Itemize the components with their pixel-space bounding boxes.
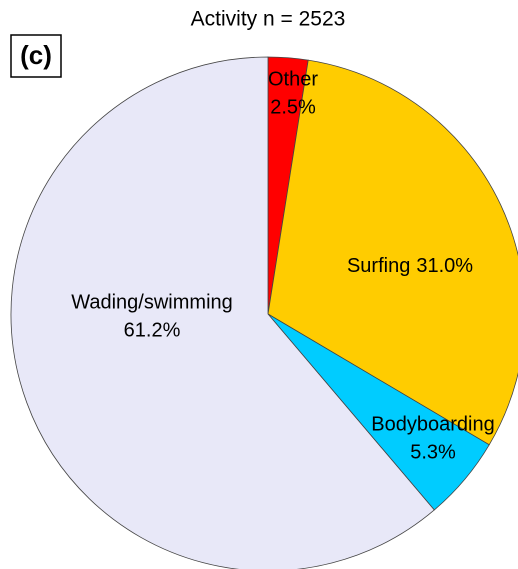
panel-box — [10, 34, 62, 78]
slice-category: Other — [268, 68, 318, 90]
slice-category: Wading/swimming — [71, 291, 233, 313]
slice-value-label: 61.2% — [124, 319, 181, 341]
slice-value-label: 2.5% — [270, 96, 316, 118]
slice-category: Surfing — [347, 255, 410, 277]
panel-label: (c) — [20, 40, 52, 70]
slice-value-label: 31.0% — [416, 255, 473, 277]
pie-slice — [267, 59, 518, 446]
slice-category: Bodyboarding — [371, 413, 494, 435]
chart-title: Activity n = 2523 — [191, 8, 346, 31]
slice-value-label: 5.3% — [410, 441, 456, 463]
slice-label: Surfing 31.0% — [347, 255, 473, 277]
